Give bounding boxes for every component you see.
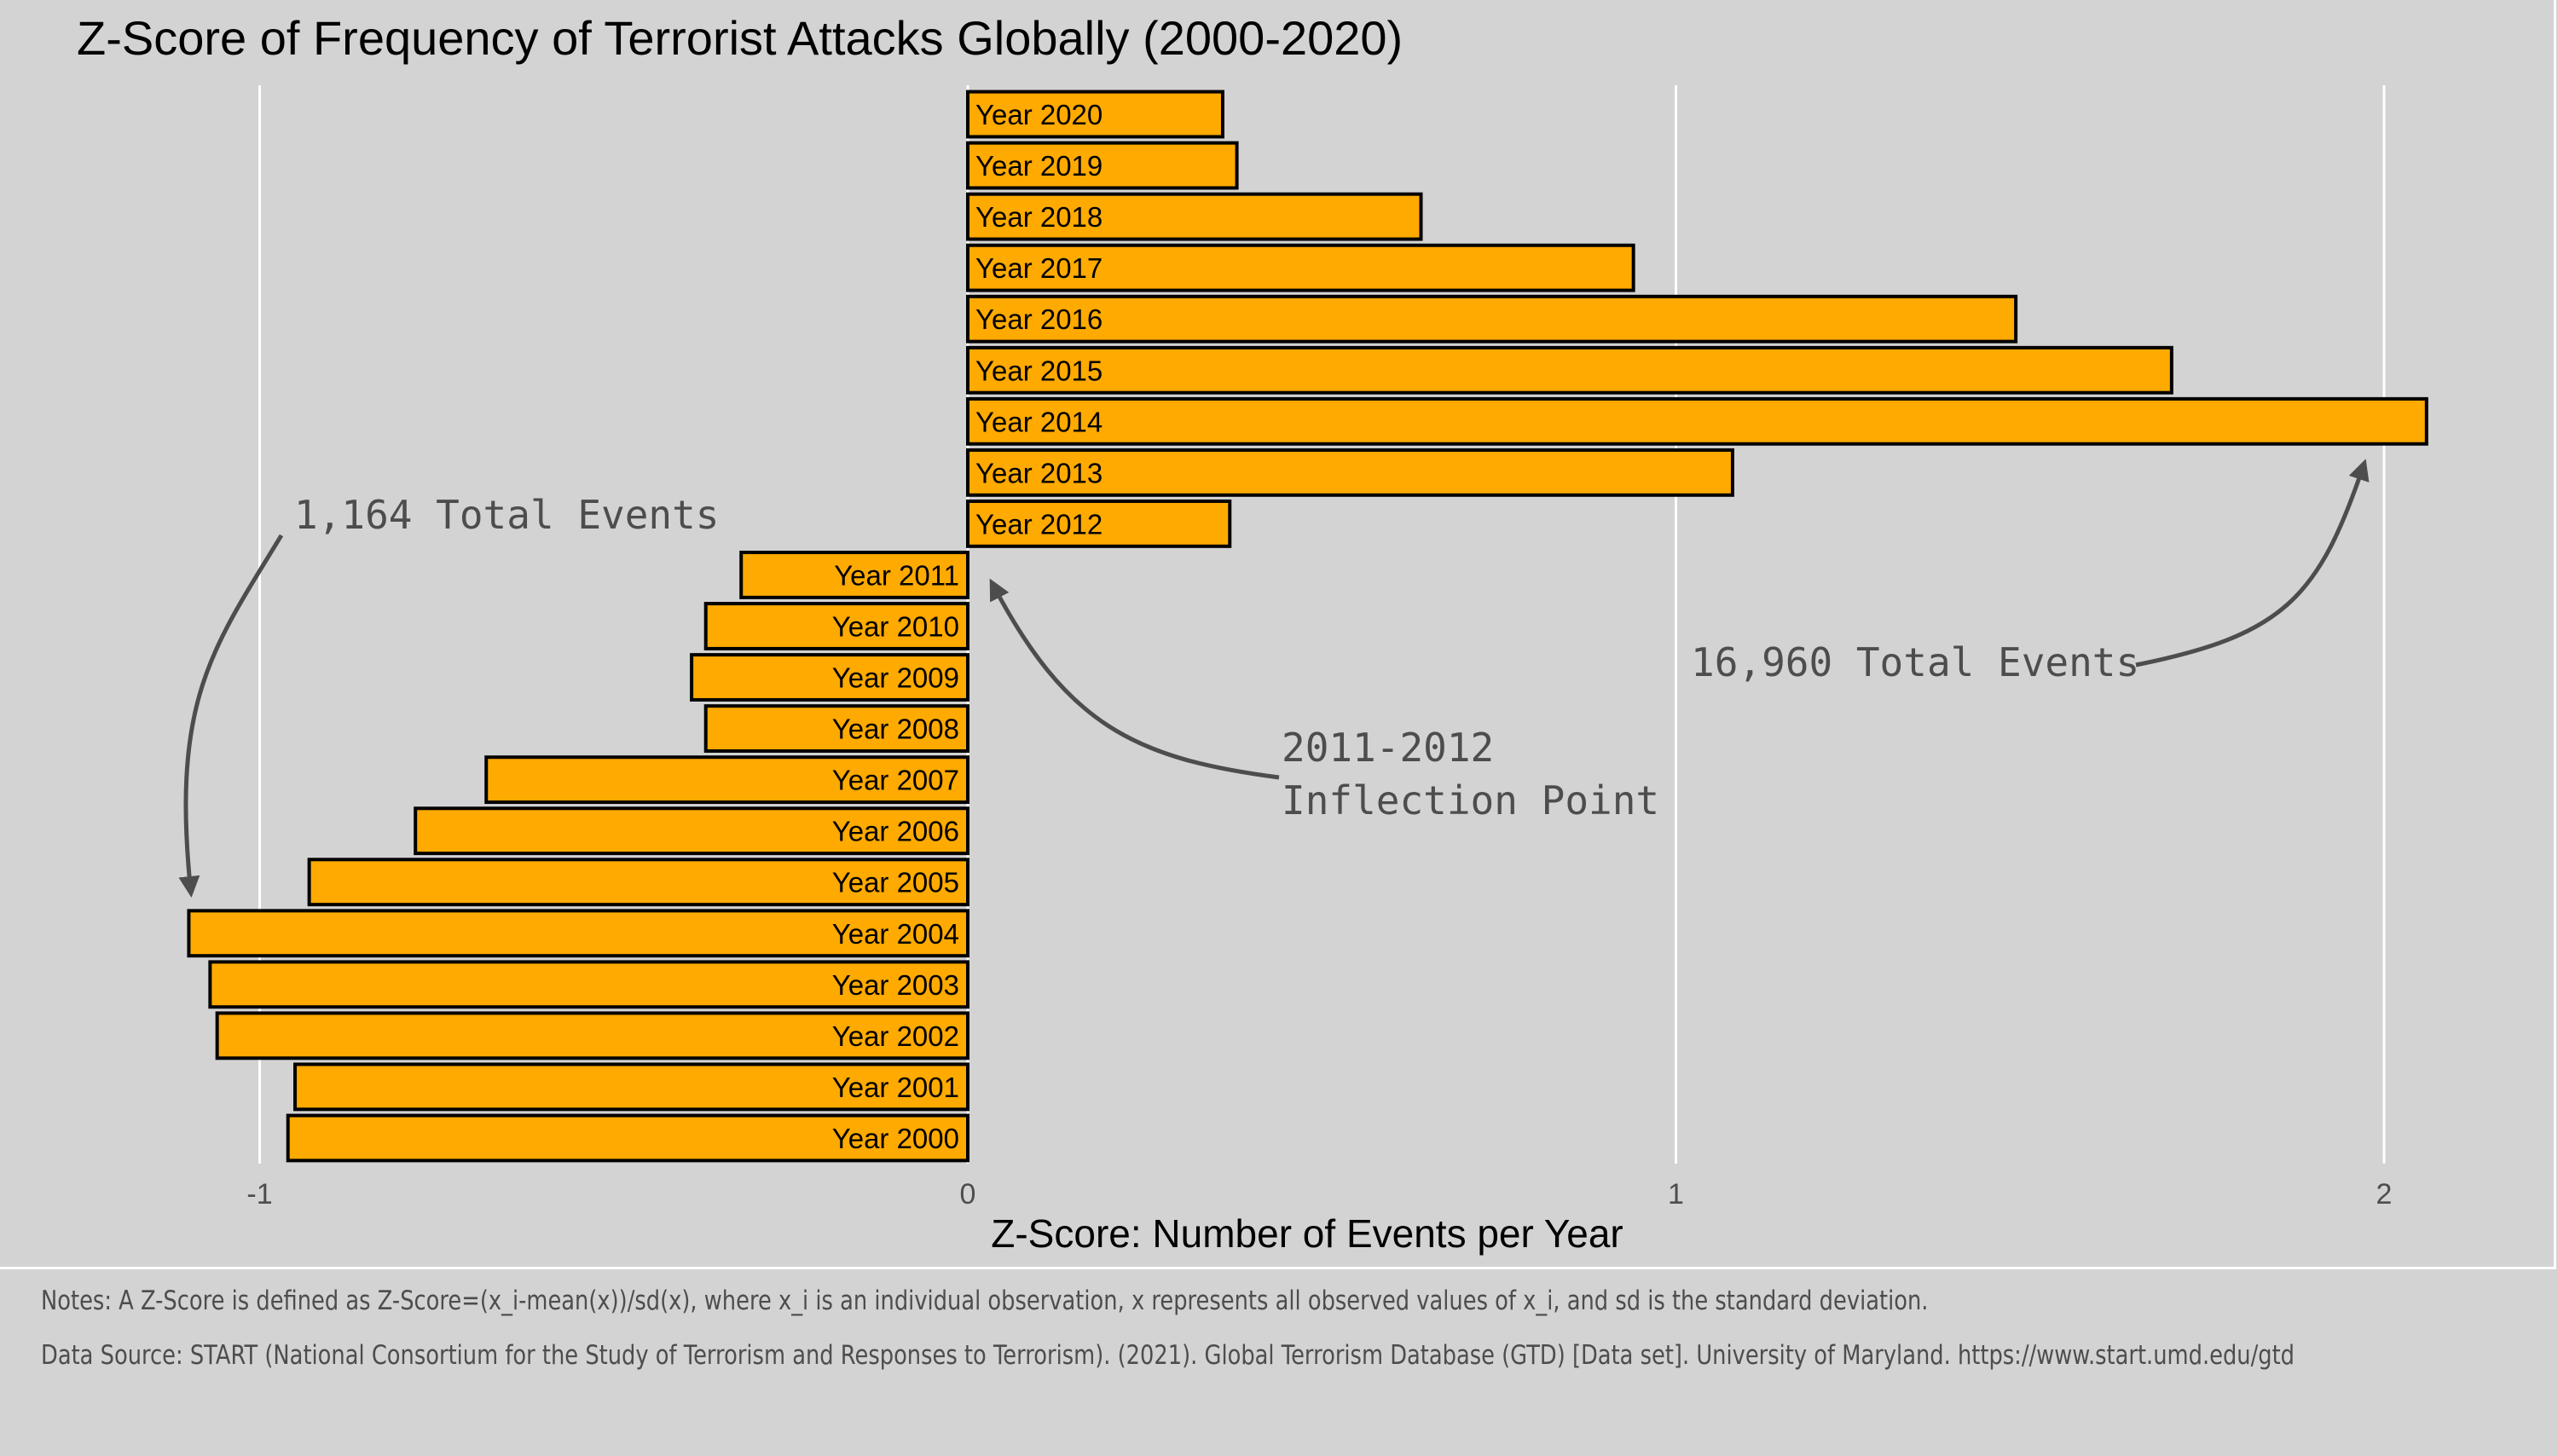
bar-year-2004 [187,909,969,958]
annotation-arrow-inflection [989,578,1280,780]
chart-title: Z-Score of Frequency of Terrorist Attack… [77,11,1403,65]
bar-year-2000 [286,1113,970,1163]
bar-year-2010 [703,602,970,650]
x-tick-label: 2 [2376,1178,2393,1210]
bars: Year 2000 Year 2001 Year 2002 Year 2003 Year… [187,90,2428,1163]
bar-label: Year 2015 [975,355,1102,386]
bar-year-2005 [307,858,969,907]
bar-label: Year 2010 [832,611,959,643]
bar-label: Year 2007 [832,765,959,796]
annotation-arrow-16960 [2135,459,2370,667]
x-tick-label: 1 [1668,1178,1684,1210]
bar-year-2013 [966,448,1734,497]
bar-year-2014 [966,396,2428,446]
bar-label: Year 2011 [834,559,959,591]
annotation-inflection-line1: 2011-2012 [1282,725,1494,771]
bar-year-2020 [966,90,1224,139]
x-axis-label: Z-Score: Number of Events per Year [991,1211,1623,1256]
bar-label: Year 2020 [975,99,1102,130]
bar-year-2002 [215,1011,970,1060]
bar-year-2017 [966,243,1635,292]
annotation-16960-total-events: 16,960 Total Events [1691,639,2139,685]
bar-year-2009 [690,653,969,702]
x-axis-ticks: -1 0 1 2 [246,1178,2392,1210]
bar-label: Year 2017 [975,252,1102,284]
bar-label: Year 2018 [975,201,1102,233]
bar-year-2016 [966,294,2018,344]
bar-year-2003 [208,960,970,1009]
bar-year-2008 [703,704,970,754]
x-tick-label: -1 [246,1178,272,1210]
bar-label: Year 2012 [975,508,1102,540]
bar-label: Year 2013 [975,457,1102,488]
bar-year-2007 [484,755,969,805]
annotation-arrow-1164 [178,534,284,898]
annotations: 1,164 Total Events 2011-2012 Inflection … [178,459,2370,898]
bar-year-2015 [966,345,2173,395]
annotation-1164-total-events: 1,164 Total Events [294,492,720,538]
bar-year-2001 [293,1062,969,1112]
bar-label: Year 2009 [832,662,959,694]
x-tick-label: 0 [960,1178,976,1210]
bar-label: Year 2002 [832,1020,959,1052]
bar-year-2006 [414,806,969,856]
bar-label: Year 2008 [832,714,959,745]
bar-label: Year 2019 [975,150,1102,182]
bar-label: Year 2016 [975,303,1102,335]
bar-label: Year 2000 [832,1123,959,1154]
bar-year-2019 [966,141,1239,190]
bar-label: Year 2004 [832,918,959,950]
bar-chart: Year 2000 Year 2001 Year 2002 Year 2003 Year… [178,85,2428,1210]
notes-text: Notes: A Z-Score is defined as Z-Score=(… [41,1286,1929,1316]
bar-year-2011 [739,551,969,599]
annotation-inflection-line2: Inflection Point [1282,777,1659,823]
plot-frame [0,0,2556,1269]
bar-year-2018 [966,192,1423,241]
bar-label: Year 2003 [832,969,959,1001]
bar-label: Year 2001 [832,1072,959,1103]
bar-label: Year 2014 [975,406,1102,437]
bar-label: Year 2005 [832,867,959,898]
bar-label: Year 2006 [832,816,959,847]
bar-year-2012 [966,499,1232,548]
data-source-text: Data Source: START (National Consortium … [41,1340,2295,1371]
